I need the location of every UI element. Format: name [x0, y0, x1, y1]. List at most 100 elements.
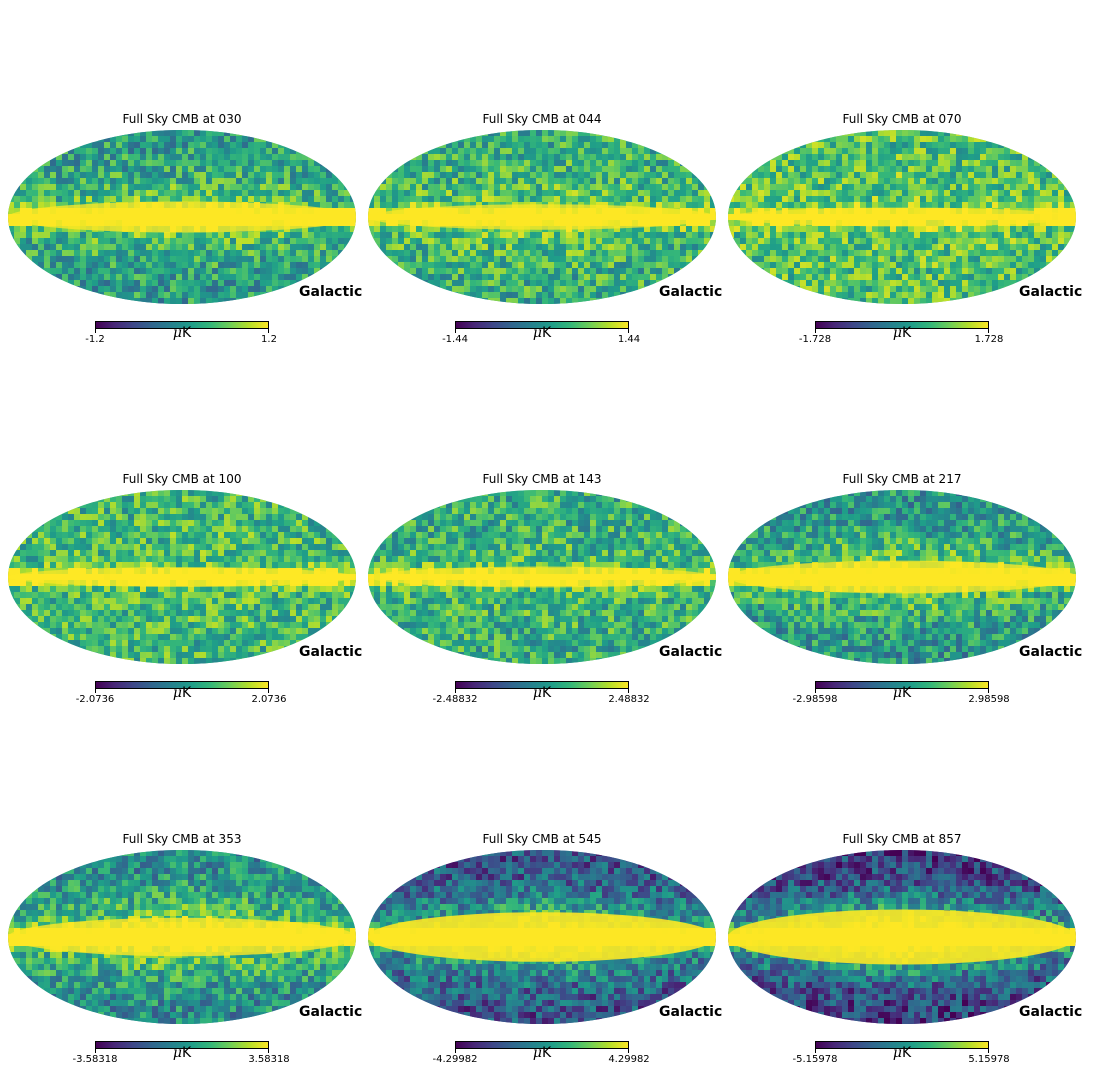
unit-base: K — [541, 325, 552, 341]
colorbar-min-label: -1.2 — [85, 334, 105, 345]
colorbar-tick-min — [815, 689, 816, 693]
colorbar-tick-max — [988, 689, 989, 693]
unit-base: K — [901, 1045, 912, 1061]
colorbar-unit-label: μK — [173, 685, 191, 701]
coordinate-system-label: Galactic — [659, 284, 723, 300]
colorbar-min-label: -2.0736 — [75, 694, 115, 705]
colorbar-unit-label: μK — [893, 325, 911, 341]
colorbar-tick-max — [988, 1049, 989, 1053]
colorbar-min-label: -2.48832 — [432, 694, 478, 705]
colorbar-tick-min — [815, 329, 816, 333]
colorbar-unit-label: μK — [533, 1045, 551, 1061]
panel-title: Full Sky CMB at 100 — [122, 472, 242, 486]
panel-title: Full Sky CMB at 030 — [122, 112, 242, 126]
mollweide-sky-map — [8, 850, 356, 1024]
unit-base: K — [181, 325, 192, 341]
unit-base: K — [901, 325, 912, 341]
colorbar-tick-min — [95, 689, 96, 693]
unit-base: K — [901, 685, 912, 701]
colorbar-tick-max — [628, 1049, 629, 1053]
sky-map-panel: Full Sky CMB at 353 Galactic -3.58318 3.583… — [0, 832, 363, 1072]
colorbar-tick-min — [95, 329, 96, 333]
colorbar-max-label: 1.728 — [974, 334, 1004, 345]
sky-map-panel: Full Sky CMB at 217 Galactic -2.98598 2.985… — [720, 472, 1083, 712]
colorbar-min-label: -2.98598 — [792, 694, 838, 705]
colorbar-tick-min — [455, 689, 456, 693]
coordinate-system-label: Galactic — [1019, 284, 1083, 300]
unit-prefix: μ — [532, 685, 542, 701]
colorbar-max-label: 1.44 — [617, 334, 641, 345]
coordinate-system-label: Galactic — [1019, 1004, 1083, 1020]
unit-base: K — [541, 1045, 552, 1061]
unit-prefix: μ — [172, 325, 182, 341]
colorbar — [95, 1041, 269, 1049]
panel-title: Full Sky CMB at 545 — [482, 832, 602, 846]
panel-title: Full Sky CMB at 217 — [842, 472, 962, 486]
panel-title: Full Sky CMB at 070 — [842, 112, 962, 126]
colorbar-min-label: -1.728 — [798, 334, 832, 345]
unit-prefix: μ — [172, 685, 182, 701]
colorbar-unit-label: μK — [533, 325, 551, 341]
coordinate-system-label: Galactic — [659, 644, 723, 660]
colorbar-max-label: 4.29982 — [608, 1054, 650, 1065]
unit-base: K — [181, 1045, 192, 1061]
mollweide-sky-map — [368, 850, 716, 1024]
unit-prefix: μ — [892, 325, 902, 341]
colorbar-max-label: 3.58318 — [248, 1054, 290, 1065]
coordinate-system-label: Galactic — [1019, 644, 1083, 660]
panel-title: Full Sky CMB at 143 — [482, 472, 602, 486]
coordinate-system-label: Galactic — [299, 1004, 363, 1020]
coordinate-system-label: Galactic — [659, 1004, 723, 1020]
colorbar-tick-max — [268, 689, 269, 693]
colorbar — [455, 1041, 629, 1049]
colorbar — [95, 321, 269, 329]
unit-prefix: μ — [892, 1045, 902, 1061]
colorbar — [455, 321, 629, 329]
mollweide-sky-map — [8, 490, 356, 664]
colorbar-unit-label: μK — [173, 1045, 191, 1061]
mollweide-sky-map — [728, 130, 1076, 304]
colorbar-max-label: 2.0736 — [251, 694, 287, 705]
unit-prefix: μ — [892, 685, 902, 701]
colorbar-tick-min — [95, 1049, 96, 1053]
colorbar-min-label: -3.58318 — [72, 1054, 118, 1065]
panel-title: Full Sky CMB at 353 — [122, 832, 242, 846]
unit-base: K — [181, 685, 192, 701]
colorbar-tick-min — [455, 329, 456, 333]
coordinate-system-label: Galactic — [299, 644, 363, 660]
mollweide-sky-map — [728, 490, 1076, 664]
colorbar-tick-max — [628, 689, 629, 693]
mollweide-sky-map — [368, 490, 716, 664]
colorbar-max-label: 2.98598 — [968, 694, 1010, 705]
colorbar-max-label: 1.2 — [261, 334, 277, 345]
sky-map-panel: Full Sky CMB at 070 Galactic -1.728 1.728 μK — [720, 112, 1083, 352]
colorbar-min-label: -1.44 — [442, 334, 468, 345]
sky-map-panel: Full Sky CMB at 044 Galactic -1.44 1.44 μK — [360, 112, 723, 352]
sky-map-panel: Full Sky CMB at 857 Galactic -5.15978 5.159… — [720, 832, 1083, 1072]
unit-base: K — [541, 685, 552, 701]
coordinate-system-label: Galactic — [299, 284, 363, 300]
colorbar-unit-label: μK — [893, 1045, 911, 1061]
colorbar — [815, 321, 989, 329]
panel-title: Full Sky CMB at 857 — [842, 832, 962, 846]
colorbar-tick-max — [268, 1049, 269, 1053]
unit-prefix: μ — [172, 1045, 182, 1061]
mollweide-sky-map — [368, 130, 716, 304]
mollweide-sky-map — [8, 130, 356, 304]
colorbar — [815, 1041, 989, 1049]
colorbar-tick-min — [455, 1049, 456, 1053]
colorbar-min-label: -4.29982 — [432, 1054, 478, 1065]
sky-map-panel: Full Sky CMB at 545 Galactic -4.29982 4.299… — [360, 832, 723, 1072]
sky-map-panel: Full Sky CMB at 100 Galactic -2.0736 2.0736… — [0, 472, 363, 712]
colorbar-tick-max — [268, 329, 269, 333]
colorbar-unit-label: μK — [893, 685, 911, 701]
colorbar-unit-label: μK — [533, 685, 551, 701]
colorbar-tick-max — [988, 329, 989, 333]
mollweide-sky-map — [728, 850, 1076, 1024]
panel-title: Full Sky CMB at 044 — [482, 112, 602, 126]
sky-map-panel: Full Sky CMB at 030 Galactic -1.2 1.2 μK — [0, 112, 363, 352]
colorbar — [95, 681, 269, 689]
colorbar-unit-label: μK — [173, 325, 191, 341]
colorbar-tick-min — [815, 1049, 816, 1053]
